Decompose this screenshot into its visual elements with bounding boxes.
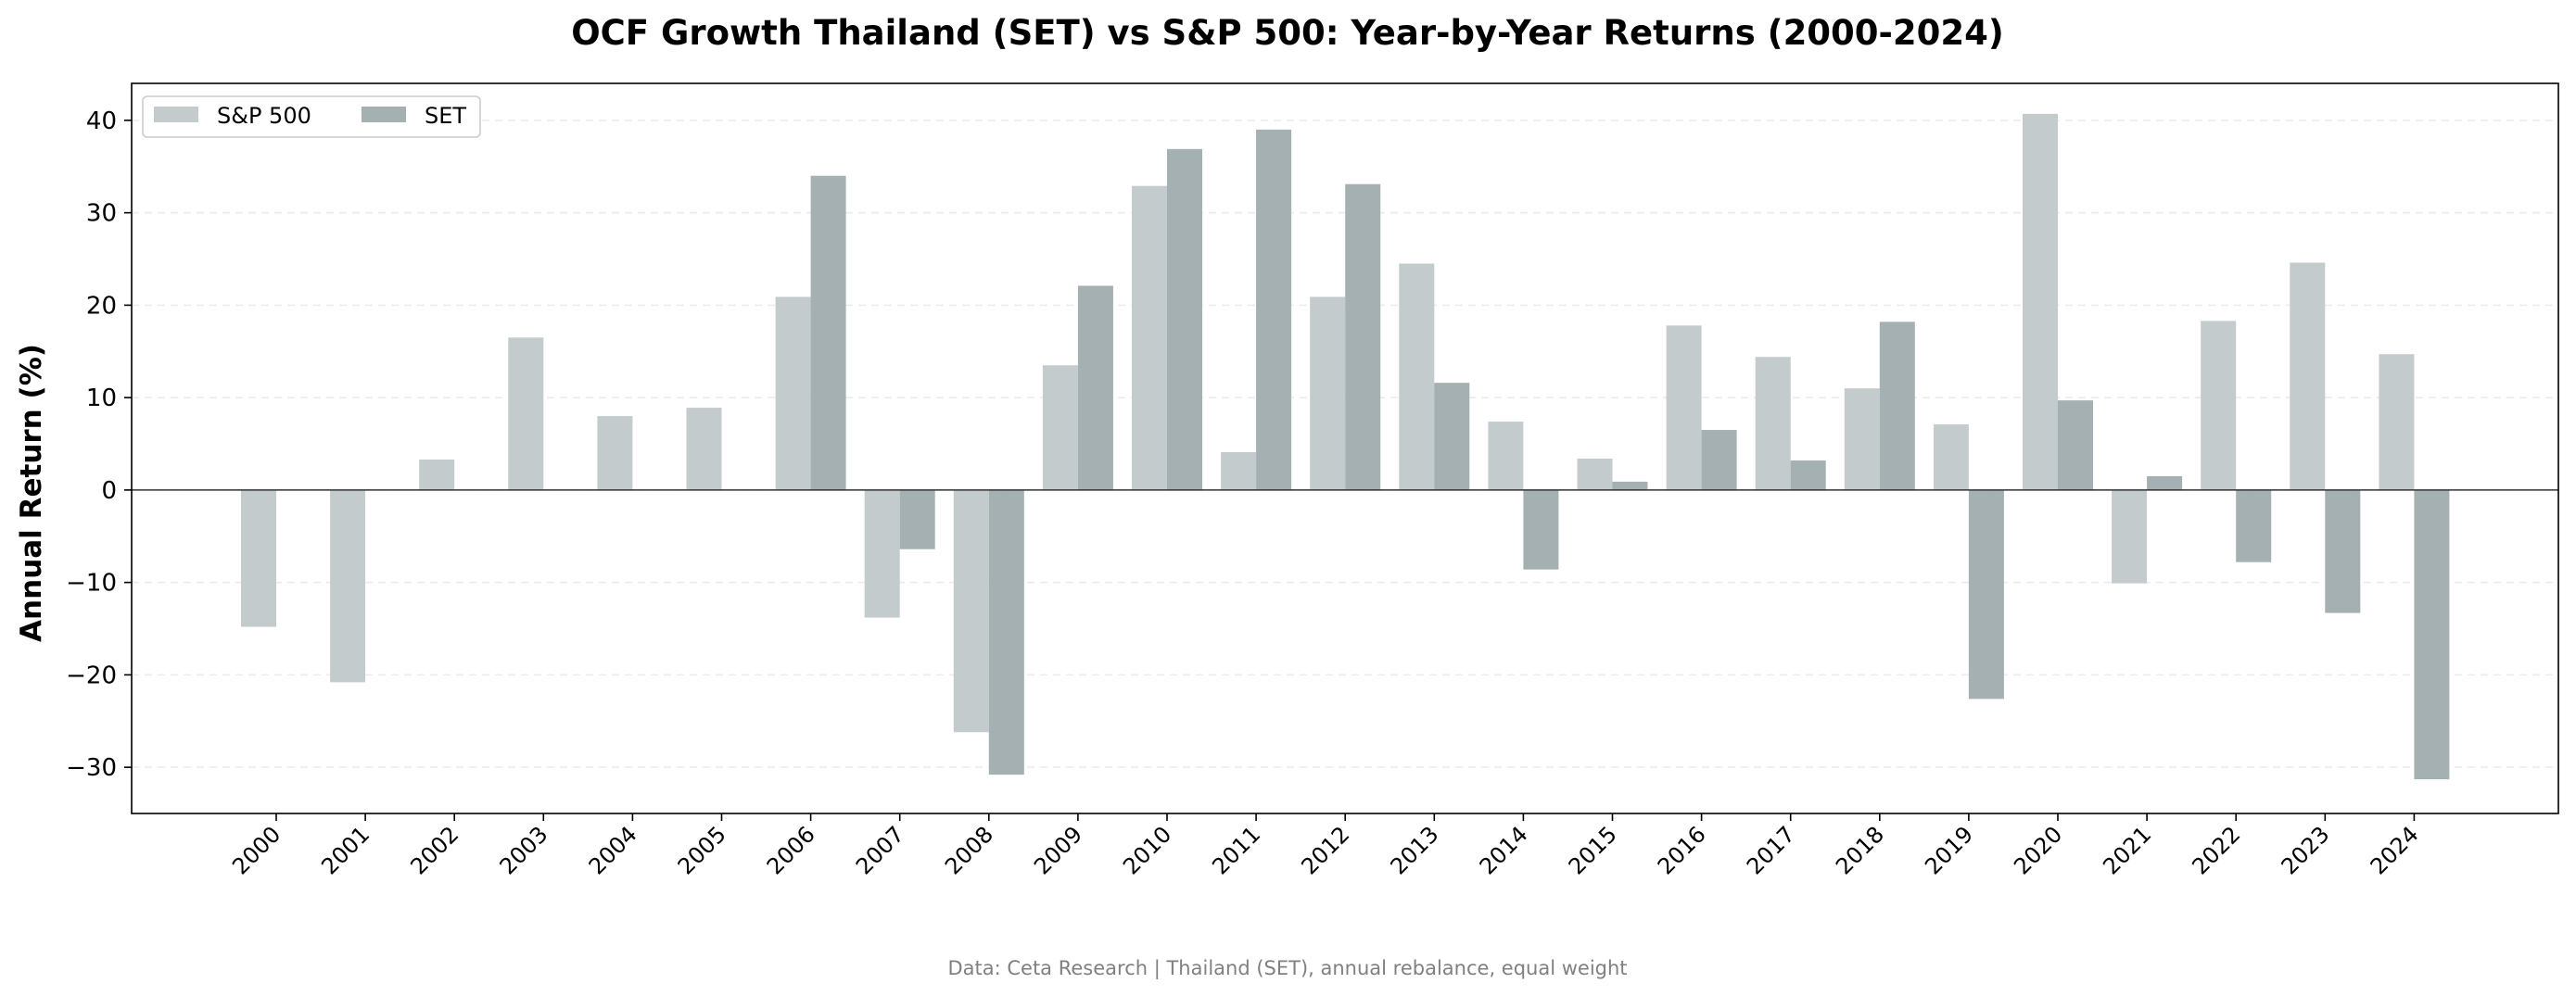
bar (1701, 430, 1737, 490)
bar (1310, 296, 1346, 490)
y-tick-label: 10 (86, 385, 117, 412)
bar (1256, 129, 1292, 490)
bar (1434, 383, 1470, 490)
chart-title: OCF Growth Thailand (SET) vs S&P 500: Ye… (571, 13, 2004, 53)
bar (1790, 460, 1826, 490)
bar (1844, 388, 1880, 490)
bar (2414, 489, 2450, 780)
bar (864, 489, 900, 618)
bar (419, 459, 455, 490)
bar (810, 175, 846, 490)
bar (597, 416, 633, 490)
bars (241, 113, 2450, 780)
y-tick-label: −30 (66, 754, 117, 782)
legend: S&P 500 SET (142, 95, 481, 138)
bar (1399, 263, 1435, 490)
bar (1577, 458, 1613, 490)
bar (1488, 422, 1524, 490)
bar (1167, 148, 1202, 490)
bar (1221, 451, 1257, 490)
y-tick-label: 0 (101, 477, 117, 505)
bar (2023, 113, 2058, 490)
bar (1879, 321, 1915, 490)
y-tick-label: 20 (86, 292, 117, 320)
legend-label: S&P 500 (217, 103, 311, 129)
y-tick-label: 40 (86, 107, 117, 135)
bar (2201, 321, 2237, 490)
bar (1345, 183, 1381, 490)
bar (775, 296, 811, 490)
bar (1132, 185, 1167, 490)
footnote: Data: Ceta Research | Thailand (SET), an… (947, 957, 1627, 980)
bar (1523, 489, 1559, 570)
bar (508, 337, 544, 490)
bar (330, 489, 366, 683)
bar (1612, 481, 1648, 490)
y-tick-label: −20 (66, 662, 117, 689)
bar (953, 489, 989, 733)
bar (1968, 489, 2004, 700)
bar (2379, 354, 2415, 490)
bar (686, 408, 722, 490)
bar (2147, 475, 2183, 490)
y-axis-label: Annual Return (%) (15, 344, 48, 642)
bar (1933, 424, 1969, 490)
bar (1077, 285, 1113, 490)
bar (2058, 400, 2093, 490)
bar (241, 489, 276, 627)
bar (1042, 365, 1078, 490)
legend-swatch (362, 107, 406, 122)
bar (1755, 357, 1791, 490)
bar (899, 489, 935, 549)
legend-label: SET (425, 103, 466, 129)
bar (2325, 489, 2361, 613)
legend-swatch (154, 107, 198, 122)
bar (2236, 489, 2272, 562)
y-tick-label: −10 (66, 570, 117, 598)
bar (1666, 325, 1702, 490)
y-axis: −30 −20 −10 0 10 20 30 40 (66, 107, 132, 782)
bar (2112, 489, 2148, 584)
y-tick-label: 30 (86, 200, 117, 228)
bar (988, 489, 1024, 775)
bar (2290, 262, 2326, 490)
